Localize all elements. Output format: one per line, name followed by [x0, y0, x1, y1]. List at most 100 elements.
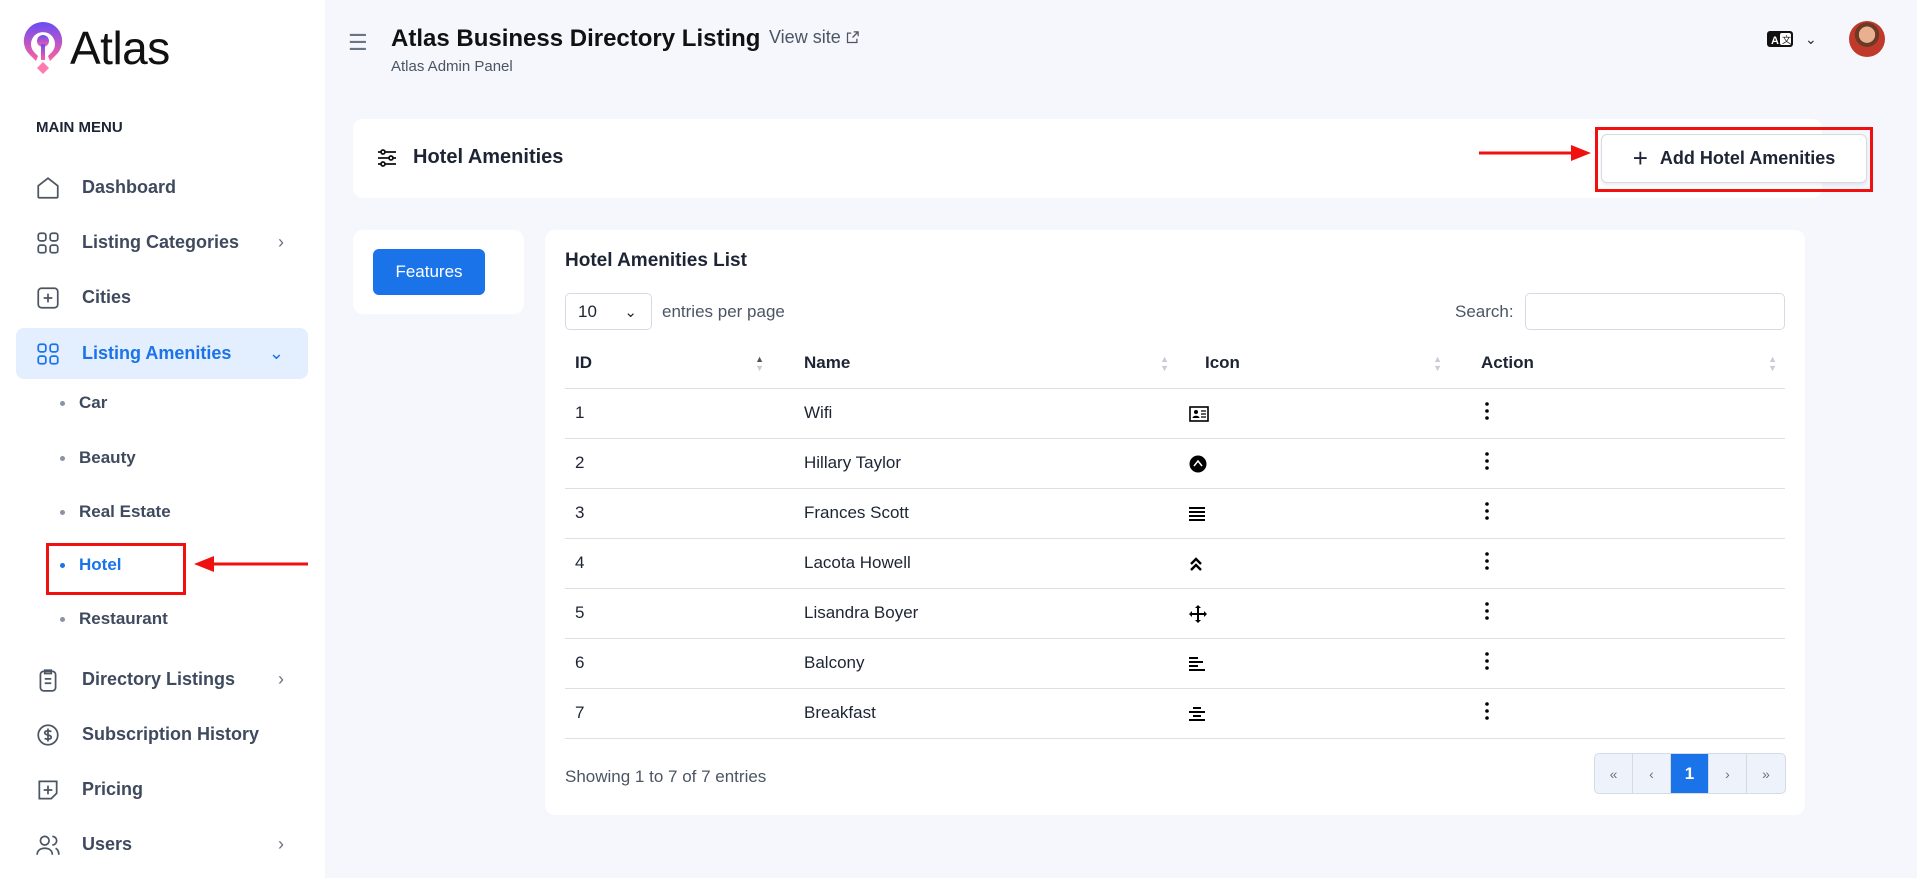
table-row: 6 Balcony — [565, 638, 1785, 689]
cell-icon — [1177, 388, 1450, 439]
cell-action — [1450, 488, 1785, 539]
label: Car — [79, 393, 108, 412]
cell-name: Lacota Howell — [772, 538, 1177, 589]
bullet-icon — [60, 455, 65, 461]
chevron-right-icon: › — [278, 669, 284, 689]
align-center-icon — [1189, 706, 1205, 722]
column-header-id[interactable]: ID ▲ ▼ — [565, 338, 772, 389]
cell-action — [1450, 538, 1785, 589]
cell-action — [1450, 638, 1785, 689]
chevron-down-icon: ⌄ — [624, 303, 637, 321]
label: Restaurant — [79, 609, 168, 628]
table-row: 5 Lisandra Boyer — [565, 588, 1785, 639]
more-vertical-icon[interactable] — [1484, 451, 1490, 476]
sidebar-item-listing-categories[interactable]: Listing Categories › — [16, 217, 308, 268]
tag-plus-icon — [34, 776, 62, 804]
column-header-action[interactable]: Action ▲ ▼ — [1450, 338, 1785, 389]
label: Name — [804, 352, 851, 372]
clipboard-icon — [34, 666, 62, 694]
list-title: Hotel Amenities List — [565, 250, 747, 271]
more-vertical-icon[interactable] — [1484, 551, 1490, 576]
bullet-icon — [60, 616, 65, 622]
tab-features[interactable]: Features — [373, 249, 485, 295]
cell-icon — [1177, 588, 1450, 639]
tabs-card: Features — [353, 230, 524, 314]
grid-icon — [34, 229, 62, 257]
sidebar-subitem-beauty[interactable]: Beauty — [60, 448, 136, 468]
first-page-button[interactable]: « — [1595, 754, 1633, 793]
arrows-move-icon — [1189, 604, 1207, 623]
more-vertical-icon[interactable] — [1484, 701, 1490, 726]
cell-action — [1450, 588, 1785, 639]
label: Users — [82, 834, 133, 854]
sort-icon: ▲ ▼ — [1160, 354, 1169, 373]
label: Dashboard — [82, 177, 177, 197]
user-avatar[interactable] — [1849, 21, 1885, 57]
cell-action — [1450, 438, 1785, 489]
language-switcher[interactable]: A 文 ⌄ — [1767, 29, 1817, 49]
column-header-name[interactable]: Name ▲ ▼ — [772, 338, 1177, 389]
amenities-table: ID ▲ ▼ Name ▲ ▼ Icon ▲ ▼ Action ▲ ▼ 1 Wifi 2 Hil… — [565, 338, 1785, 739]
add-hotel-amenities-button[interactable]: + Add Hotel Amenities — [1601, 134, 1867, 183]
sort-icon: ▲ ▼ — [1433, 354, 1442, 373]
search-input[interactable] — [1525, 293, 1785, 330]
cell-name: Wifi — [772, 388, 1177, 439]
sort-asc-icon: ▲ ▼ — [755, 354, 764, 373]
sidebar-item-directory-listings[interactable]: Directory Listings › — [16, 654, 308, 705]
view-site-link[interactable]: View site — [769, 27, 860, 48]
sidebar-item-pricing[interactable]: Pricing — [16, 764, 308, 815]
sidebar-subitem-restaurant[interactable]: Restaurant — [60, 609, 168, 629]
cell-icon — [1177, 688, 1450, 739]
entries-label: entries per page — [662, 302, 785, 321]
annotation-highlight-box — [1595, 127, 1873, 192]
cell-id: 4 — [565, 538, 772, 589]
cell-action — [1450, 688, 1785, 739]
sidebar-item-cities[interactable]: Cities — [16, 272, 308, 323]
sidebar-item-users[interactable]: Users › — [16, 819, 308, 870]
page-1-button[interactable]: 1 — [1671, 754, 1709, 793]
label: Beauty — [79, 448, 136, 467]
next-page-button[interactable]: › — [1709, 754, 1747, 793]
prev-page-button[interactable]: ‹ — [1633, 754, 1671, 793]
annotation-arrow-icon — [194, 556, 308, 572]
cell-name: Breakfast — [772, 688, 1177, 739]
column-header-icon[interactable]: Icon ▲ ▼ — [1177, 338, 1450, 389]
sidebar-item-subscription-history[interactable]: Subscription History — [16, 709, 308, 760]
hamburger-menu-icon[interactable]: ☰ — [348, 30, 368, 55]
align-left-icon — [1189, 656, 1205, 672]
cell-name: Lisandra Boyer — [772, 588, 1177, 639]
label: Action — [1481, 352, 1534, 372]
more-vertical-icon[interactable] — [1484, 501, 1490, 526]
home-icon — [34, 174, 62, 202]
more-vertical-icon[interactable] — [1484, 601, 1490, 626]
label: Directory Listings — [82, 669, 236, 689]
page-size-select[interactable]: 10 ⌄ — [565, 293, 652, 330]
label: Cities — [82, 287, 132, 307]
align-justify-icon — [1189, 506, 1205, 522]
cell-id: 2 — [565, 438, 772, 489]
cell-icon — [1177, 638, 1450, 689]
label: Listing Amenities — [82, 343, 232, 363]
more-vertical-icon[interactable] — [1484, 401, 1490, 426]
label: View site — [769, 27, 841, 47]
pagination: « ‹ 1 › » — [1594, 753, 1786, 794]
sidebar-subitem-hotel[interactable]: Hotel — [60, 555, 122, 575]
annotation-highlight-box — [46, 543, 186, 595]
sidebar-item-dashboard[interactable]: Dashboard — [16, 162, 308, 213]
id-card-icon — [1189, 405, 1209, 422]
cell-id: 7 — [565, 688, 772, 739]
label: Add Hotel Amenities — [1659, 148, 1836, 168]
sidebar-subitem-car[interactable]: Car — [60, 393, 107, 413]
cell-id: 5 — [565, 588, 772, 639]
more-vertical-icon[interactable] — [1484, 651, 1490, 676]
sidebar-item-listing-amenities[interactable]: Listing Amenities ⌄ — [16, 328, 308, 379]
logo[interactable]: Atlas — [22, 20, 170, 76]
table-row: 2 Hillary Taylor — [565, 438, 1785, 489]
chevron-right-icon: › — [278, 232, 284, 252]
logo-text: Atlas — [70, 22, 170, 74]
last-page-button[interactable]: » — [1762, 765, 1770, 782]
sidebar-subitem-real-estate[interactable]: Real Estate — [60, 502, 171, 522]
table-row: 3 Frances Scott — [565, 488, 1785, 539]
annotation-arrow-icon — [1479, 145, 1591, 161]
